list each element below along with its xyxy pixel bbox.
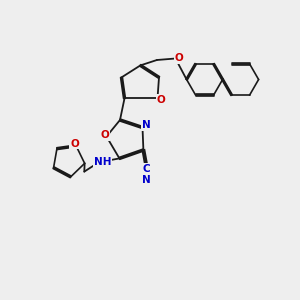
Text: N: N — [142, 175, 151, 185]
Text: O: O — [157, 95, 166, 105]
Text: NH: NH — [94, 157, 112, 167]
Text: O: O — [175, 53, 184, 64]
Text: O: O — [70, 139, 79, 148]
Text: C: C — [142, 164, 150, 174]
Text: O: O — [100, 130, 109, 140]
Text: N: N — [142, 120, 151, 130]
